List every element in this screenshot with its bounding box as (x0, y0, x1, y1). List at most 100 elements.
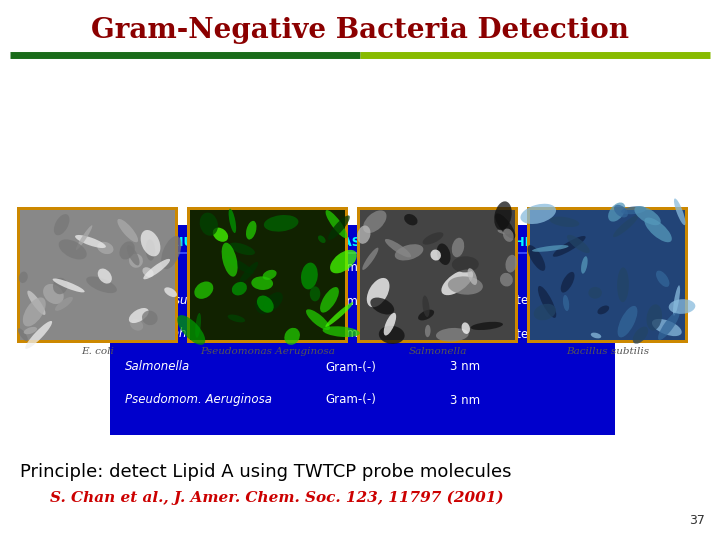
Ellipse shape (25, 321, 52, 349)
Ellipse shape (621, 206, 647, 214)
Ellipse shape (86, 276, 117, 293)
Ellipse shape (549, 217, 580, 227)
Ellipse shape (177, 315, 205, 345)
Ellipse shape (528, 245, 545, 271)
Text: CLASS: CLASS (325, 237, 369, 249)
Text: E. coli: E. coli (125, 261, 160, 274)
Ellipse shape (127, 245, 140, 266)
Ellipse shape (232, 282, 247, 295)
Ellipse shape (423, 295, 430, 317)
Ellipse shape (634, 206, 661, 225)
Ellipse shape (384, 313, 396, 335)
Ellipse shape (330, 250, 357, 273)
Bar (530, 210, 685, 340)
Ellipse shape (608, 202, 625, 221)
Ellipse shape (494, 201, 512, 230)
Ellipse shape (673, 285, 680, 316)
Ellipse shape (263, 270, 276, 280)
Text: 3 nm: 3 nm (450, 361, 480, 374)
Ellipse shape (129, 308, 148, 323)
Ellipse shape (140, 230, 161, 256)
Ellipse shape (325, 210, 347, 238)
Ellipse shape (448, 276, 483, 295)
Ellipse shape (53, 278, 68, 294)
Ellipse shape (225, 256, 253, 274)
Ellipse shape (500, 273, 513, 287)
Ellipse shape (521, 204, 556, 224)
Text: none detected: none detected (450, 327, 536, 341)
Ellipse shape (264, 292, 283, 311)
Bar (187, 207, 348, 343)
Ellipse shape (598, 306, 609, 314)
Ellipse shape (633, 327, 648, 344)
Ellipse shape (145, 239, 155, 261)
Ellipse shape (452, 256, 479, 272)
Text: Bacillus subtilis: Bacillus subtilis (566, 348, 649, 356)
Ellipse shape (43, 284, 64, 304)
Ellipse shape (301, 262, 318, 289)
Ellipse shape (588, 287, 602, 299)
Ellipse shape (431, 249, 441, 260)
Ellipse shape (418, 309, 434, 320)
Ellipse shape (117, 219, 138, 242)
Ellipse shape (567, 235, 590, 253)
Ellipse shape (404, 214, 418, 225)
Ellipse shape (674, 199, 685, 225)
Text: PL RED-SHIFT: PL RED-SHIFT (450, 237, 546, 249)
Ellipse shape (229, 208, 236, 233)
Ellipse shape (618, 306, 637, 338)
Text: 3 nm: 3 nm (450, 394, 480, 407)
Ellipse shape (617, 267, 629, 302)
Ellipse shape (251, 276, 273, 290)
Ellipse shape (436, 328, 469, 342)
Ellipse shape (199, 213, 218, 236)
Ellipse shape (366, 278, 390, 307)
Ellipse shape (385, 239, 411, 258)
Ellipse shape (652, 319, 682, 336)
Ellipse shape (395, 244, 423, 260)
Ellipse shape (75, 235, 106, 248)
Ellipse shape (229, 242, 255, 255)
Ellipse shape (130, 319, 143, 330)
Bar (357, 207, 518, 343)
Text: Gram-(+): Gram-(+) (325, 327, 382, 341)
Ellipse shape (363, 211, 387, 233)
Ellipse shape (194, 281, 213, 299)
Ellipse shape (669, 299, 696, 314)
Text: Pseudomonas Aeruginosa: Pseudomonas Aeruginosa (200, 348, 335, 356)
Text: L. Acidophilus: L. Acidophilus (125, 327, 207, 341)
Ellipse shape (325, 302, 354, 327)
Ellipse shape (143, 267, 153, 277)
Ellipse shape (451, 238, 464, 257)
Ellipse shape (647, 305, 662, 330)
Ellipse shape (561, 272, 575, 293)
Ellipse shape (239, 262, 258, 284)
Text: 37: 37 (689, 514, 705, 526)
Ellipse shape (362, 248, 379, 270)
Ellipse shape (54, 214, 69, 235)
Ellipse shape (23, 298, 46, 327)
Bar (110, 225, 615, 435)
Ellipse shape (98, 268, 112, 284)
Text: Salmonella: Salmonella (408, 348, 467, 356)
Ellipse shape (467, 268, 477, 285)
Ellipse shape (534, 304, 556, 320)
Ellipse shape (27, 291, 45, 315)
Ellipse shape (644, 218, 672, 242)
Ellipse shape (591, 333, 601, 339)
Bar (20, 210, 175, 340)
Ellipse shape (24, 327, 37, 334)
Ellipse shape (318, 235, 325, 243)
Bar (360, 210, 515, 340)
Text: Gram-(+): Gram-(+) (325, 294, 382, 307)
Ellipse shape (284, 328, 300, 345)
Ellipse shape (129, 254, 143, 268)
Ellipse shape (143, 259, 170, 279)
Ellipse shape (264, 215, 299, 232)
Ellipse shape (553, 236, 585, 257)
Ellipse shape (18, 328, 28, 341)
Ellipse shape (246, 221, 256, 240)
Ellipse shape (581, 256, 588, 274)
Ellipse shape (222, 242, 238, 276)
Ellipse shape (306, 309, 330, 330)
